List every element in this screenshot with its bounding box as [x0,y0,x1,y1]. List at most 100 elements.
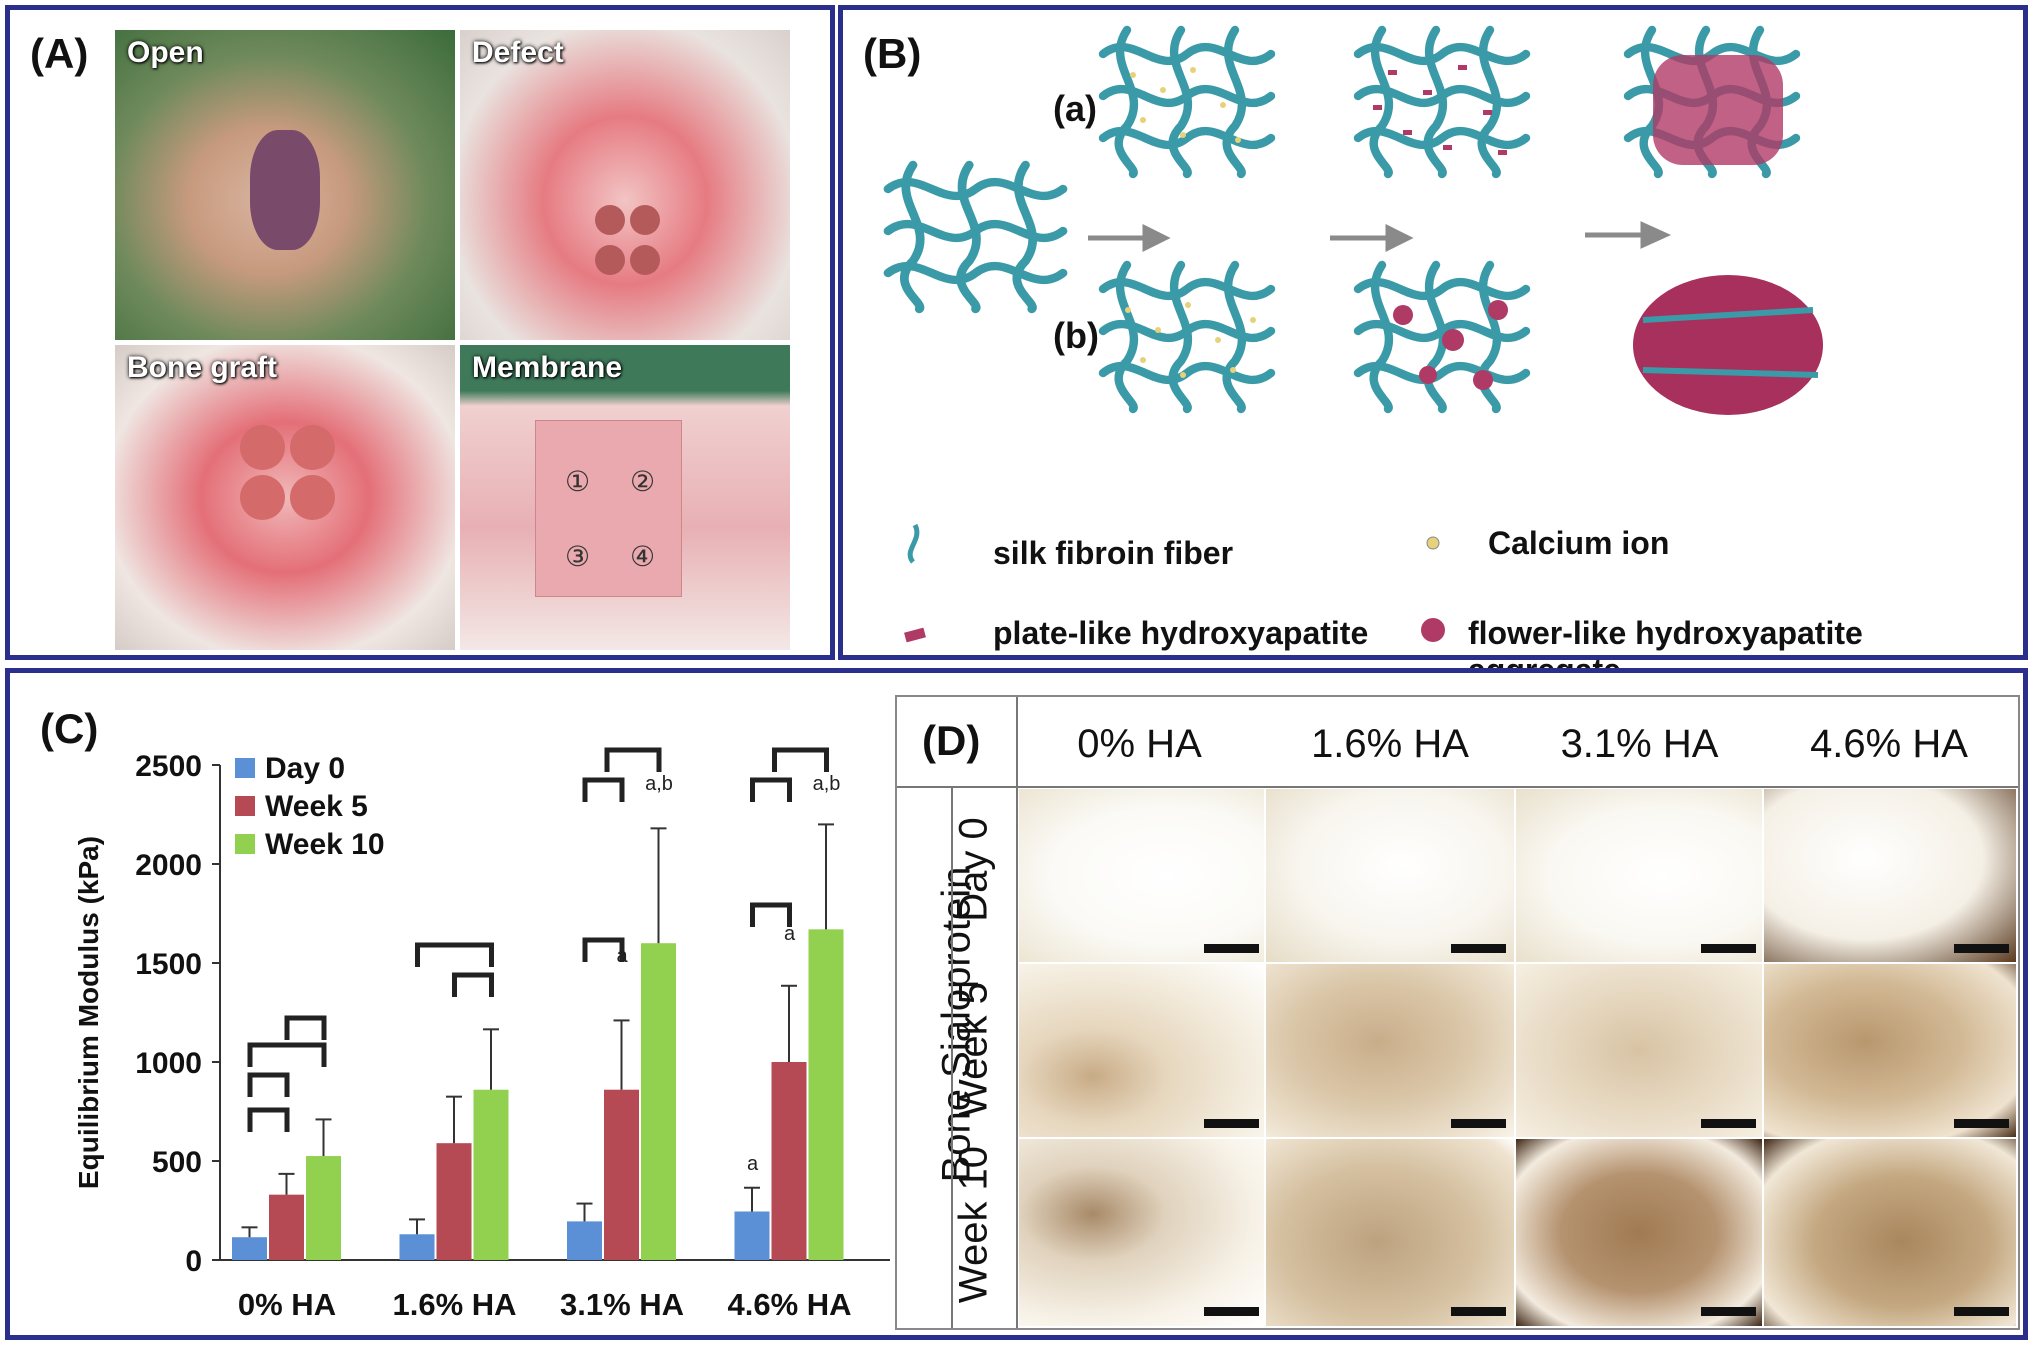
sig-letter-ab: a,b [645,773,673,795]
column-header-0: 0% HA [1077,722,1202,766]
histology-day0-0ha [1019,789,1264,962]
sig-letter-a: a [784,923,796,945]
scale-bar [1451,1119,1506,1128]
significance-bracket [415,942,494,967]
bar-week-10 [473,1089,509,1260]
sig-letter-ab: a,b [813,773,841,795]
panel-c-label: (C) [40,705,99,752]
significance-bracket [284,1015,327,1040]
scale-bar [1204,1307,1259,1316]
calcium-dots-a1 [1130,67,1241,143]
legend-label: Week 5 [265,790,368,823]
significance-bracket [582,937,625,962]
graft-3 [240,475,285,520]
panel-a: (A) Open Defect Bone graft ① ② ③ ④ Membr… [5,5,835,660]
membrane-number-2: ② [630,466,656,497]
legend-flower-icon [1421,618,1445,642]
legend-label: Day 0 [265,752,345,785]
legend-calcium-text: Calcium ion [1488,525,1670,561]
scale-bar [1204,1119,1259,1128]
scale-bar [1204,944,1259,953]
legend-label: Week 10 [265,828,385,861]
legend-swatch [235,796,255,816]
panel-d: (D) 0% HA 1.6% HA 3.1% HA 4.6% HA Bone S… [895,695,2020,1330]
scale-bar [1701,1307,1756,1316]
legend-calcium-icon [1426,536,1440,550]
histology-week10-0ha [1019,1139,1264,1326]
legend-plate-icon [904,627,926,643]
plates-a2 [1373,65,1507,155]
membrane-number-1: ① [565,466,591,497]
y-tick-label: 2500 [135,750,202,783]
flowers-b2 [1393,300,1508,390]
row-b-label: (b) [1053,315,1099,356]
panel-b-label: (B) [863,30,922,77]
significance-bracket [772,747,829,772]
bar-day-0 [567,1221,602,1260]
x-tick-label: 4.6% HA [727,1287,851,1322]
graft-4 [290,475,335,520]
mesh-initial [888,165,1063,309]
scale-bar [1954,1119,2009,1128]
significance-bracket [582,777,625,802]
y-axis-label: Equilibrium Modulus (kPa) [73,836,104,1189]
bar-week-5 [269,1194,304,1260]
significance-bracket [247,1107,290,1132]
scale-bar [1954,944,2009,953]
panel-b: (B) (a) (b) [838,5,2028,688]
significance-bracket [750,902,792,927]
skull-exposed [250,130,320,250]
y-tick-label: 0 [185,1245,202,1278]
histology-day0-3.1ha [1516,789,1762,962]
bar-week-10 [641,943,676,1260]
y-tick-label: 1500 [135,948,202,981]
graft-2 [290,425,335,470]
significance-bracket [452,972,494,997]
panel-a-label: (A) [30,30,89,77]
membrane-sheet [535,420,682,597]
membrane-number-3: ③ [565,541,591,572]
bar-week-10 [306,1156,341,1260]
membrane-number-4: ④ [630,541,656,572]
histology-week5-3.1ha [1516,964,1762,1137]
histology-week5-4.6ha [1764,964,2016,1137]
legend-fiber-icon [907,523,920,564]
y-tick-label: 2000 [135,849,202,882]
photo-defect-label: Defect [472,36,564,69]
photo-membrane-label: Membrane [472,351,623,384]
legend-swatch [235,758,255,778]
defect-hole-1 [595,205,625,235]
x-tick-label: 1.6% HA [392,1287,516,1322]
sig-letter-a: a [747,1153,759,1175]
histology-week10-4.6ha [1764,1139,2016,1326]
photo-membrane: ① ② ③ ④ Membrane [460,345,790,650]
y-tick-label: 1000 [135,1047,202,1080]
mesh-a1 [1103,30,1271,174]
histology-week5-1.6ha [1266,964,1514,1137]
bar-week-10 [808,929,844,1260]
bar-week-5 [771,1062,807,1260]
scale-bar [1451,944,1506,953]
histology-week10-1.6ha [1266,1139,1514,1326]
photo-bone-graft-label: Bone graft [127,351,277,384]
bar-week-5 [604,1089,639,1260]
legend-swatch [235,834,255,854]
bar-week-5 [436,1143,472,1260]
significance-bracket [604,747,662,772]
defect-hole-2 [630,205,660,235]
bar-day-0 [232,1237,267,1260]
panel-c-chart: 0 500 1000 1500 2000 2500 Equilibrium Modulus … [73,747,890,1322]
mineralization-schematic [843,10,1823,643]
legend-fiber-text: silk fibroin fiber [993,535,1234,571]
significance-bracket [247,1042,327,1067]
column-header-1: 1.6% HA [1311,722,1469,766]
histology-week10-3.1ha [1516,1139,1762,1326]
photo-open: Open [115,30,455,340]
bar-day-0 [734,1211,770,1260]
significance-bracket [750,777,792,802]
x-tick-label: 3.1% HA [560,1287,684,1322]
histology-week5-0ha [1019,964,1264,1137]
bar-day-0 [399,1234,435,1260]
mesh-a3-dense [1653,55,1783,165]
photo-defect: Defect [460,30,790,340]
